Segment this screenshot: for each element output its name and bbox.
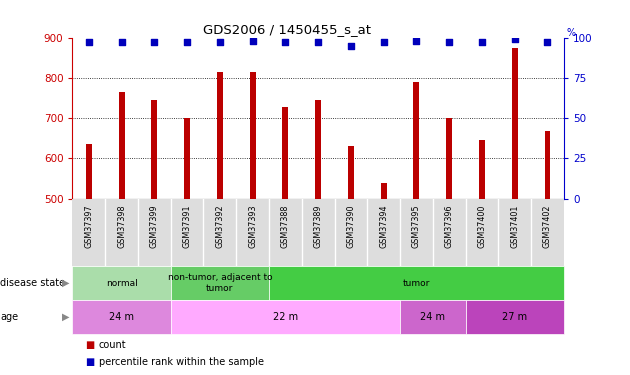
Point <box>477 39 487 45</box>
Text: normal: normal <box>106 279 137 288</box>
Point <box>346 43 356 49</box>
Bar <box>446 118 452 199</box>
Text: GSM37390: GSM37390 <box>346 204 355 248</box>
Text: 22 m: 22 m <box>273 312 298 322</box>
Bar <box>315 100 321 199</box>
Point <box>313 39 323 45</box>
Bar <box>413 82 420 199</box>
Text: GSM37391: GSM37391 <box>183 204 192 248</box>
Text: 24 m: 24 m <box>420 312 445 322</box>
Bar <box>249 72 256 199</box>
Point <box>379 39 389 45</box>
Text: GSM37392: GSM37392 <box>215 204 224 248</box>
Point <box>117 39 127 45</box>
Text: GSM37394: GSM37394 <box>379 204 388 248</box>
Bar <box>544 131 551 199</box>
Text: 27 m: 27 m <box>502 312 527 322</box>
Bar <box>151 100 158 199</box>
Text: ■: ■ <box>85 357 94 367</box>
Text: %: % <box>566 27 576 38</box>
Text: GSM37400: GSM37400 <box>478 204 486 248</box>
Text: ■: ■ <box>85 340 94 350</box>
Bar <box>479 140 485 199</box>
Point <box>84 39 94 45</box>
Text: GSM37397: GSM37397 <box>84 204 93 248</box>
Bar <box>86 144 92 199</box>
Bar <box>184 118 190 199</box>
Point <box>444 39 454 45</box>
Text: GSM37388: GSM37388 <box>281 204 290 248</box>
Bar <box>348 146 354 199</box>
Text: non-tumor, adjacent to
tumor: non-tumor, adjacent to tumor <box>168 273 272 293</box>
Text: GSM37393: GSM37393 <box>248 204 257 248</box>
Bar <box>282 107 289 199</box>
Point <box>149 39 159 45</box>
Text: GSM37401: GSM37401 <box>510 204 519 248</box>
Text: disease state: disease state <box>0 278 65 288</box>
Point <box>411 38 421 44</box>
Text: count: count <box>99 340 127 350</box>
Text: GDS2006 / 1450455_s_at: GDS2006 / 1450455_s_at <box>203 22 370 36</box>
Point <box>280 39 290 45</box>
Text: GSM37398: GSM37398 <box>117 204 126 248</box>
Point <box>215 39 225 45</box>
Text: GSM37395: GSM37395 <box>412 204 421 248</box>
Text: percentile rank within the sample: percentile rank within the sample <box>99 357 264 367</box>
Text: ▶: ▶ <box>62 312 69 322</box>
Point <box>510 36 520 42</box>
Text: age: age <box>0 312 18 322</box>
Bar <box>217 72 223 199</box>
Text: GSM37396: GSM37396 <box>445 204 454 248</box>
Text: GSM37402: GSM37402 <box>543 204 552 248</box>
Bar <box>381 183 387 199</box>
Bar <box>512 48 518 199</box>
Bar <box>118 92 125 199</box>
Point <box>542 39 553 45</box>
Text: GSM37399: GSM37399 <box>150 204 159 248</box>
Point <box>182 39 192 45</box>
Text: ▶: ▶ <box>62 278 69 288</box>
Text: 24 m: 24 m <box>109 312 134 322</box>
Text: tumor: tumor <box>403 279 430 288</box>
Text: GSM37389: GSM37389 <box>314 204 323 248</box>
Point <box>248 38 258 44</box>
